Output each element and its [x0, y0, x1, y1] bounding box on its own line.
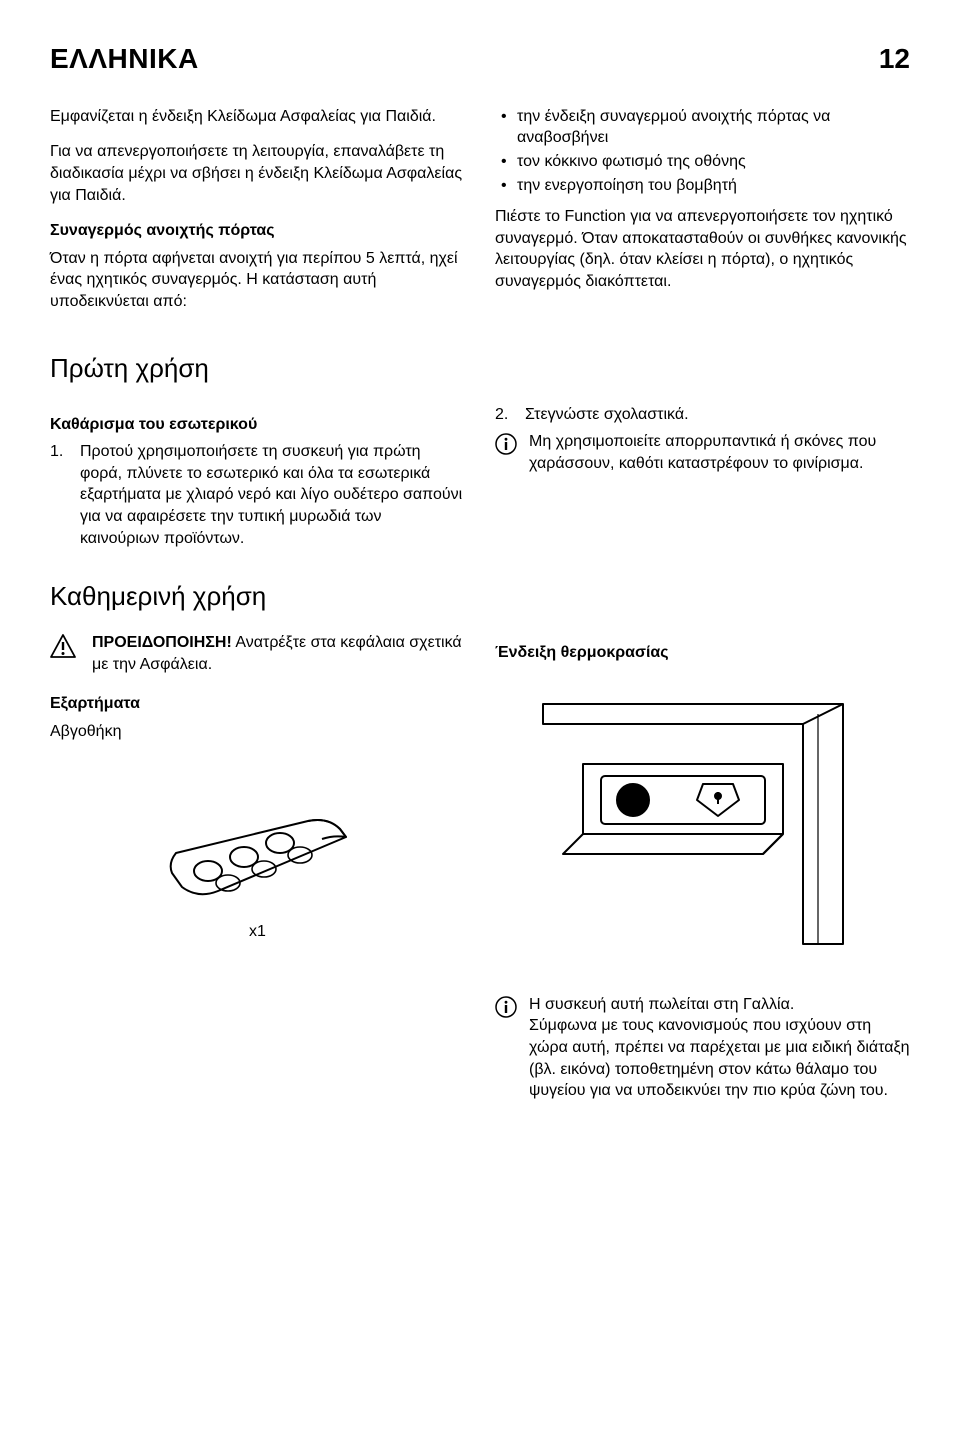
step-number: 1. — [50, 441, 70, 549]
page-header: ΕΛΛΗΝΙΚΑ 12 — [50, 40, 910, 78]
info-text: Μη χρησιμοποιείτε απορρυπαντικά ή σκόνες… — [529, 431, 910, 474]
cleaning-steps: 1. Προτού χρησιμοποιήσετε τη συσκευή για… — [50, 441, 465, 549]
top-right-p1: Πιέστε το Function για να απενεργοποιήσε… — [495, 206, 910, 292]
warning-label: ΠΡΟΕΙΔΟΠΟΙΗΣΗ! — [92, 634, 232, 651]
thermometer-panel-icon — [523, 684, 883, 964]
egg-tray-qty: x1 — [249, 921, 266, 943]
first-use-right: 2. Στεγνώστε σχολαστικά. Μη χρησιμοποιεί… — [495, 404, 910, 556]
info-icon — [495, 433, 517, 455]
info-note-2: Η συσκευή αυτή πωλείται στη Γαλλία. Σύμφ… — [495, 994, 910, 1102]
cleaning-heading: Καθάρισμα του εσωτερικού — [50, 414, 465, 436]
list-item: την ένδειξη συναγερμού ανοιχτής πόρτας ν… — [495, 106, 910, 149]
warning-text: ΠΡΟΕΙΔΟΠΟΙΗΣΗ! Ανατρέξτε στα κεφάλαια σχ… — [92, 632, 465, 675]
daily-right: Ένδειξη θερμοκρασίας — [495, 632, 910, 1102]
daily-left: ΠΡΟΕΙΔΟΠΟΙΗΣΗ! Ανατρέξτε στα κεφάλαια σχ… — [50, 632, 465, 1102]
accessories-heading: Εξαρτήματα — [50, 693, 465, 715]
list-item: 2. Στεγνώστε σχολαστικά. — [495, 404, 910, 426]
daily-use-section: ΠΡΟΕΙΔΟΠΟΙΗΣΗ! Ανατρέξτε στα κεφάλαια σχ… — [50, 632, 910, 1102]
page-number: 12 — [879, 40, 910, 78]
egg-tray-label: Αβγοθήκη — [50, 721, 465, 743]
open-door-alarm-heading: Συναγερμός ανοιχτής πόρτας — [50, 220, 465, 242]
info-text: Η συσκευή αυτή πωλείται στη Γαλλία. Σύμφ… — [529, 994, 910, 1102]
top-right-col: την ένδειξη συναγερμού ανοιχτής πόρτας ν… — [495, 106, 910, 327]
top-left-p1: Εμφανίζεται η ένδειξη Κλείδωμα Ασφαλείας… — [50, 106, 465, 128]
egg-tray-illustration: x1 — [50, 803, 465, 943]
alarm-bullets: την ένδειξη συναγερμού ανοιχτής πόρτας ν… — [495, 106, 910, 196]
list-item: τον κόκκινο φωτισμό της οθόνης — [495, 151, 910, 173]
first-use-left: Καθάρισμα του εσωτερικού 1. Προτού χρησι… — [50, 404, 465, 556]
list-item: την ενεργοποίηση του βομβητή — [495, 175, 910, 197]
top-left-p3: Όταν η πόρτα αφήνεται ανοιχτή για περίπο… — [50, 248, 465, 313]
language-label: ΕΛΛΗΝΙΚΑ — [50, 40, 199, 78]
egg-tray-icon — [158, 803, 358, 913]
info-icon — [495, 996, 517, 1018]
first-use-title: Πρώτη χρήση — [50, 351, 910, 386]
temp-indicator-illustration — [495, 684, 910, 964]
cleaning-steps-right: 2. Στεγνώστε σχολαστικά. — [495, 404, 910, 426]
step-number: 2. — [495, 404, 515, 426]
daily-use-title: Καθημερινή χρήση — [50, 579, 910, 614]
top-left-col: Εμφανίζεται η ένδειξη Κλείδωμα Ασφαλείας… — [50, 106, 465, 327]
list-item: 1. Προτού χρησιμοποιήσετε τη συσκευή για… — [50, 441, 465, 549]
warning-block: ΠΡΟΕΙΔΟΠΟΙΗΣΗ! Ανατρέξτε στα κεφάλαια σχ… — [50, 632, 465, 675]
warning-icon — [50, 634, 76, 658]
first-use-section: Καθάρισμα του εσωτερικού 1. Προτού χρησι… — [50, 404, 910, 556]
step-text: Προτού χρησιμοποιήσετε τη συσκευή για πρ… — [80, 441, 465, 549]
temp-indicator-heading: Ένδειξη θερμοκρασίας — [495, 642, 910, 664]
top-left-p2: Για να απενεργοποιήσετε τη λειτουργία, ε… — [50, 141, 465, 206]
step-text: Στεγνώστε σχολαστικά. — [525, 404, 689, 426]
top-section: Εμφανίζεται η ένδειξη Κλείδωμα Ασφαλείας… — [50, 106, 910, 327]
info-note-1: Μη χρησιμοποιείτε απορρυπαντικά ή σκόνες… — [495, 431, 910, 474]
